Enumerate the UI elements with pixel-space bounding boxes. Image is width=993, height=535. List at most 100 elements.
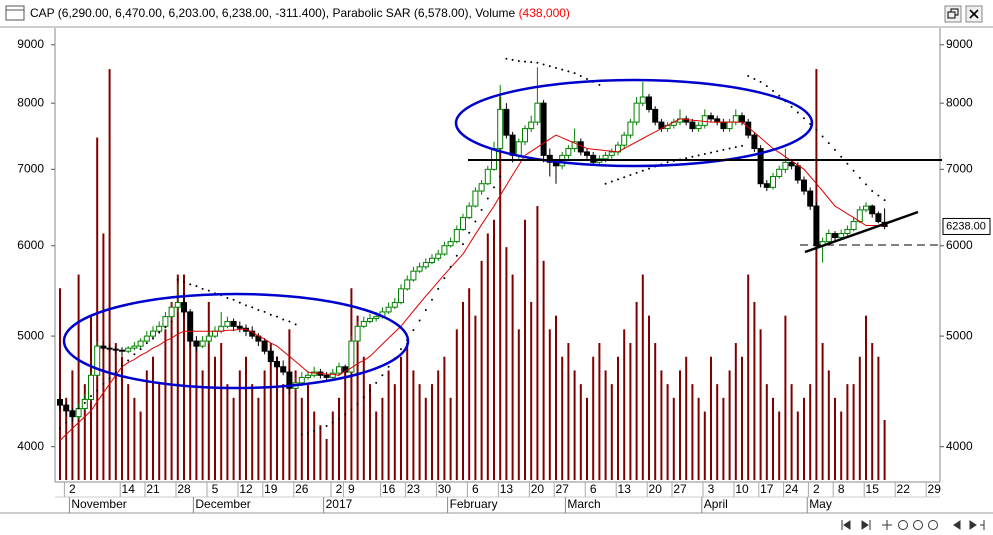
sar-dot	[524, 60, 526, 63]
candle-body	[168, 306, 175, 318]
volume-bar	[741, 356, 743, 480]
volume-bar	[871, 343, 874, 480]
volume-bar	[877, 356, 880, 480]
volume-bar	[214, 356, 216, 480]
scroll-end[interactable]	[980, 520, 985, 530]
sar-dot	[641, 169, 644, 172]
x-tick-label: 10	[735, 482, 749, 496]
volume-bar	[480, 260, 483, 480]
candle-body	[212, 330, 218, 337]
sar-dot	[834, 148, 836, 151]
candle-body	[354, 325, 361, 342]
sar-dot	[548, 65, 551, 68]
sar-dot	[176, 278, 179, 281]
sar-dot	[697, 154, 700, 157]
sar-dot	[499, 175, 502, 178]
candle-body	[398, 288, 404, 304]
volume-bar	[679, 370, 681, 480]
close-button[interactable]	[965, 5, 983, 23]
chart-title: CAP (6,290.00, 6,470.00, 6,203.00, 6,238…	[30, 6, 570, 20]
candle-body	[863, 205, 869, 211]
x-tick-label: 9	[348, 482, 355, 496]
candle-body	[348, 340, 355, 373]
sar-dot	[716, 150, 719, 153]
candle-body	[807, 190, 814, 207]
volume-bar	[648, 315, 650, 480]
volume-bar	[331, 411, 334, 480]
candle-body	[106, 347, 113, 350]
x-tick-label: 20	[649, 482, 663, 496]
nav-pan[interactable]	[882, 520, 892, 530]
restore-glyph[interactable]	[947, 11, 956, 19]
sar-dot	[468, 231, 471, 234]
volume-bar	[883, 420, 886, 480]
volume-bar	[796, 411, 799, 480]
candle-body	[367, 318, 373, 322]
sar-dot	[852, 169, 855, 172]
candle-body	[447, 241, 454, 247]
volume-bar	[747, 274, 750, 480]
sar-dot	[865, 183, 867, 186]
navigation-bar[interactable]	[841, 520, 985, 530]
sar-dot	[418, 319, 421, 322]
candle-body	[652, 108, 659, 123]
candle-body	[825, 232, 832, 243]
candle-body	[534, 102, 541, 123]
sar-dot	[790, 105, 793, 108]
candle-body	[732, 115, 739, 123]
volume-bar	[362, 356, 365, 480]
x-tick-label: 2	[336, 482, 343, 496]
volume-bar	[542, 260, 545, 480]
candle-body	[156, 325, 163, 332]
candle-body	[205, 335, 212, 342]
sar-dot	[307, 432, 309, 435]
volume-bar	[183, 274, 185, 480]
volume-bar	[121, 356, 123, 480]
sar-dot	[164, 326, 167, 329]
volume-bar	[369, 384, 371, 480]
volume-bar	[232, 397, 235, 480]
volume-bar	[207, 301, 210, 480]
sar-dot	[728, 147, 731, 150]
sar-dot	[486, 197, 489, 200]
sar-dot	[871, 190, 874, 193]
nav-first[interactable]	[841, 520, 851, 530]
nav-zoom-out[interactable]	[898, 520, 908, 530]
month-label: November	[71, 497, 126, 511]
volume-bar	[865, 315, 867, 480]
sar-dot	[536, 61, 539, 64]
candle-body	[571, 141, 578, 150]
candle-body	[515, 141, 522, 156]
restore-button[interactable]	[944, 5, 962, 23]
volume-label: (438,000)	[519, 6, 570, 20]
candle-body	[701, 115, 708, 126]
nav-last[interactable]	[861, 520, 871, 530]
volume-bar	[282, 384, 285, 480]
volume-bar	[319, 425, 322, 480]
scroll-left[interactable]	[953, 520, 961, 530]
sar-dot	[493, 186, 495, 189]
sar-dot	[586, 77, 588, 80]
scroll-right[interactable]	[969, 520, 977, 530]
sar-dot	[747, 75, 750, 78]
volume-bar	[77, 274, 80, 480]
close-glyph[interactable]	[969, 9, 979, 19]
sar-dot	[96, 389, 99, 392]
x-tick-label: 23	[407, 482, 421, 496]
sar-dot	[796, 111, 799, 114]
x-tick-label: 20	[531, 482, 545, 496]
volume-bar	[598, 343, 601, 480]
volume-bar	[722, 397, 725, 480]
nav-zoom-reset[interactable]	[928, 520, 938, 530]
volume-bar	[790, 384, 793, 480]
candle-body	[776, 168, 783, 177]
candle-body	[88, 374, 94, 400]
candle-body	[193, 340, 200, 347]
nav-zoom-in[interactable]	[913, 520, 923, 530]
sar-dot	[505, 57, 508, 60]
volume-bar	[170, 301, 173, 480]
sar-dot	[821, 135, 824, 138]
candle-body	[385, 306, 392, 313]
volume-bar	[586, 397, 588, 480]
y-tick-label: 4000	[946, 439, 973, 453]
